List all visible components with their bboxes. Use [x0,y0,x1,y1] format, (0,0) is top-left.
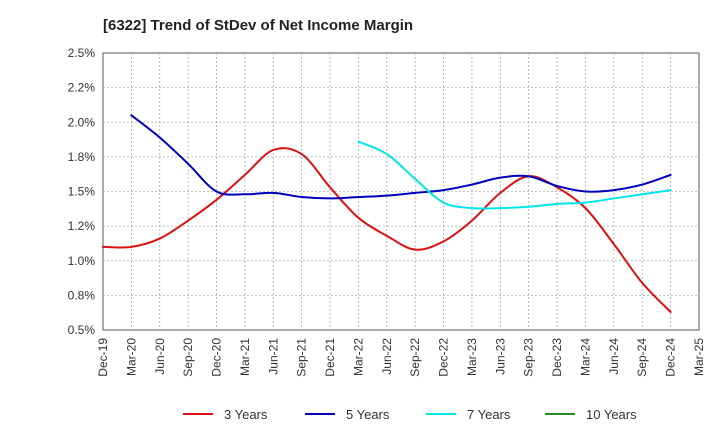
x-tick-label: Dec-22 [437,338,451,377]
legend-label: 7 Years [467,407,511,422]
x-tick-label: Dec-19 [96,338,110,377]
x-tick-label: Mar-21 [238,338,252,376]
x-tick-label: Jun-23 [493,338,507,375]
x-tick-label: Dec-23 [550,338,564,377]
legend: 3 Years 5 Years 7 Years 10 Years [183,407,637,422]
x-tick-label: Sep-20 [181,338,195,377]
x-tick-label: Jun-22 [380,338,394,375]
x-tick-label: Sep-22 [408,338,422,377]
chart-title: [6322] Trend of StDev of Net Income Marg… [103,17,413,34]
x-tick-label: Mar-22 [351,338,365,376]
x-tick-label: Jun-21 [266,338,280,375]
x-tick-label: Dec-24 [664,338,678,377]
x-tick-label: Mar-25 [692,338,706,376]
y-axis-tick-labels: 0.5% 0.8% 1.0% 1.2% 1.5% 1.8% 2.0% 2.2% 2.5% [68,46,96,337]
x-tick-label: Dec-20 [210,338,224,377]
legend-label: 10 Years [586,407,637,422]
y-tick-label: 1.2% [68,219,96,233]
legend-label: 5 Years [346,407,390,422]
y-tick-label: 1.0% [68,254,96,268]
x-tick-label: Sep-21 [295,338,309,377]
x-tick-label: Mar-24 [578,338,592,376]
y-tick-label: 0.8% [68,288,96,302]
y-tick-label: 2.0% [68,115,96,129]
y-tick-label: 1.5% [68,185,96,199]
series-line-5-years [130,114,672,200]
x-tick-label: Sep-23 [522,338,536,377]
y-tick-label: 2.2% [68,81,96,95]
y-tick-label: 0.5% [68,323,96,337]
y-tick-label: 1.8% [68,150,96,164]
series-lines [102,114,672,313]
x-tick-label: Mar-23 [465,338,479,376]
x-tick-label: Jun-20 [153,338,167,375]
series-line-7-years [357,140,672,210]
x-tick-label: Jun-24 [607,338,621,375]
x-tick-label: Dec-21 [323,338,337,377]
x-tick-label: Sep-24 [635,338,649,377]
x-axis-tick-labels: Dec-19 Mar-20 Jun-20 Sep-20 Dec-20 Mar-21 Jun-… [96,338,706,377]
series-line-3-years [102,147,672,313]
x-tick-label: Mar-20 [124,338,138,376]
legend-label: 3 Years [224,407,268,422]
y-tick-label: 2.5% [68,46,96,60]
